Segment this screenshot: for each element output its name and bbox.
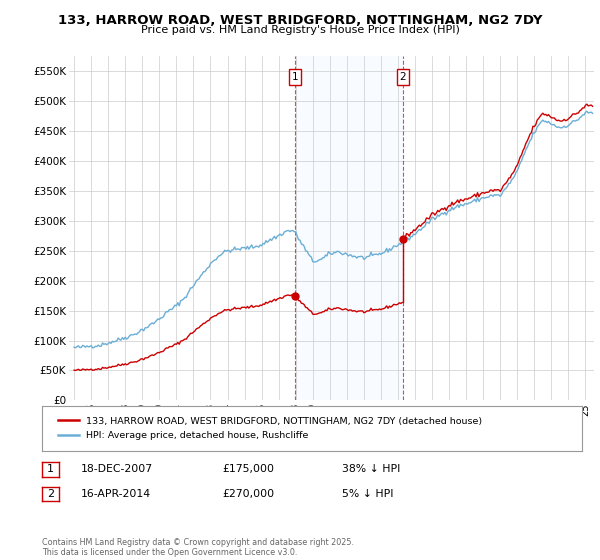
Text: 38% ↓ HPI: 38% ↓ HPI — [342, 464, 400, 474]
Text: 1: 1 — [47, 464, 54, 474]
Bar — [295, 56, 403, 400]
Text: 18-DEC-2007: 18-DEC-2007 — [81, 464, 153, 474]
Text: 133, HARROW ROAD, WEST BRIDGFORD, NOTTINGHAM, NG2 7DY: 133, HARROW ROAD, WEST BRIDGFORD, NOTTIN… — [58, 14, 542, 27]
Text: 2: 2 — [47, 489, 54, 499]
Text: Contains HM Land Registry data © Crown copyright and database right 2025.
This d: Contains HM Land Registry data © Crown c… — [42, 538, 354, 557]
Text: £175,000: £175,000 — [222, 464, 274, 474]
Text: £270,000: £270,000 — [222, 489, 274, 499]
Legend: 133, HARROW ROAD, WEST BRIDGFORD, NOTTINGHAM, NG2 7DY (detached house), HPI: Ave: 133, HARROW ROAD, WEST BRIDGFORD, NOTTIN… — [52, 410, 488, 446]
Text: Price paid vs. HM Land Registry's House Price Index (HPI): Price paid vs. HM Land Registry's House … — [140, 25, 460, 35]
Text: 1: 1 — [292, 72, 298, 82]
Text: 5% ↓ HPI: 5% ↓ HPI — [342, 489, 394, 499]
Text: 2: 2 — [400, 72, 406, 82]
Text: 16-APR-2014: 16-APR-2014 — [81, 489, 151, 499]
